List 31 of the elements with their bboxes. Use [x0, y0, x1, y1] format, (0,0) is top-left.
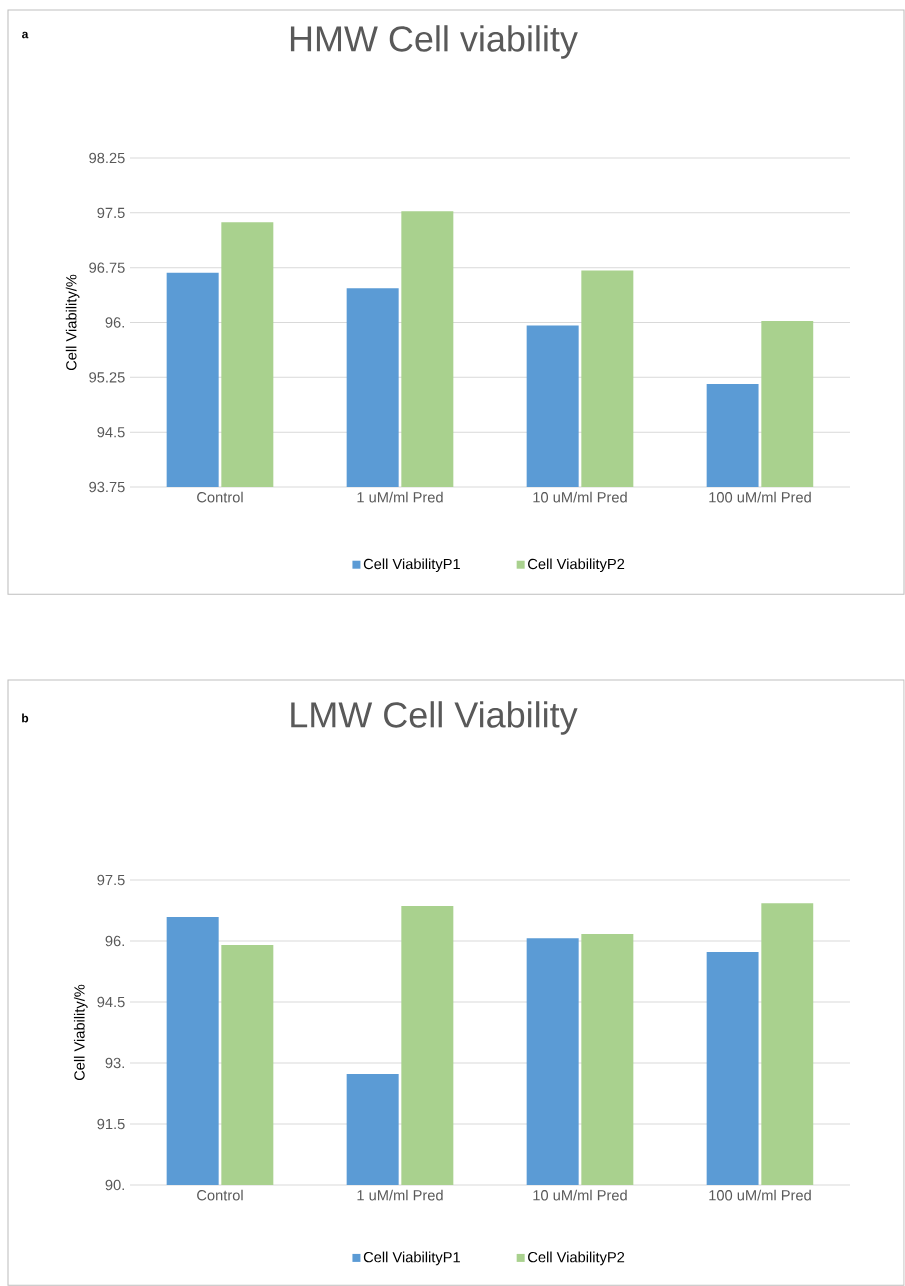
y-tick-label: 94.5: [97, 426, 125, 438]
x-tick-label: 100 uM/ml Pred: [709, 1189, 811, 1201]
y-tick-label: 96.: [105, 317, 124, 328]
y-tick-label: 97.5: [97, 874, 125, 886]
y-tick-label: 96.75: [89, 262, 125, 273]
y-tick-label: 95.25: [89, 372, 125, 383]
y-tick-label: 98.25: [89, 152, 125, 164]
legend-label: Cell ViabilityP2: [528, 1251, 625, 1266]
y-axis-title: Cell Viability/%: [73, 984, 88, 1081]
legend-label: Cell ViabilityP2: [528, 558, 625, 573]
y-tick-label: 90.: [105, 1179, 124, 1191]
x-tick-label: 1 uM/ml Pred: [357, 491, 443, 503]
x-tick-label: 100 uM/ml Pred: [709, 491, 811, 503]
y-axis-title: Cell Viability/%: [65, 274, 80, 371]
x-tick-label: 10 uM/ml Pred: [533, 491, 627, 503]
y-tick-label: 93.: [105, 1057, 124, 1069]
legend-label: Cell ViabilityP1: [363, 558, 460, 573]
text: a: [22, 31, 29, 39]
x-tick-label: 10 uM/ml Pred: [533, 1189, 627, 1201]
y-tick-label: 96.: [105, 935, 124, 947]
x-tick-label: Control: [197, 1189, 243, 1201]
x-tick-label: 1 uM/ml Pred: [357, 1189, 443, 1201]
text: b: [22, 713, 29, 723]
y-tick-label: 93.75: [89, 481, 125, 493]
y-tick-label: 97.5: [97, 207, 125, 219]
y-tick-label: 91.5: [97, 1118, 125, 1130]
chart-title: HMW Cell viability: [290, 25, 578, 59]
legend-label: Cell ViabilityP1: [363, 1251, 460, 1266]
chart-title: LMW Cell Viability: [291, 701, 578, 735]
y-tick-label: 94.5: [97, 996, 125, 1008]
x-tick-label: Control: [197, 491, 243, 503]
